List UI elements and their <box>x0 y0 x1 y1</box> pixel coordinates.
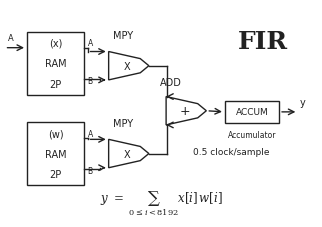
Text: X: X <box>124 62 131 71</box>
Text: 2P: 2P <box>50 80 62 90</box>
FancyBboxPatch shape <box>225 101 279 123</box>
FancyBboxPatch shape <box>27 123 84 185</box>
Text: MPY: MPY <box>113 31 133 41</box>
Polygon shape <box>109 52 149 81</box>
Text: $y\ =\ \sum_{0 \leq i < 8192} x[i]\, w[i]$: $y\ =\ \sum_{0 \leq i < 8192} x[i]\, w[i… <box>99 189 223 217</box>
Text: A: A <box>8 34 14 43</box>
Text: 2P: 2P <box>50 169 62 179</box>
Text: y: y <box>300 98 306 108</box>
Text: ADD: ADD <box>160 78 182 88</box>
Text: RAM: RAM <box>45 149 66 159</box>
Text: FIR: FIR <box>238 30 288 54</box>
Text: 0.5 clock/sample: 0.5 clock/sample <box>193 147 270 156</box>
Text: B: B <box>88 76 93 85</box>
Text: A: A <box>88 39 93 48</box>
Text: B: B <box>88 166 93 175</box>
FancyBboxPatch shape <box>27 33 84 96</box>
Text: RAM: RAM <box>45 59 66 69</box>
Text: +: + <box>179 105 190 118</box>
Text: (w): (w) <box>48 128 63 138</box>
Polygon shape <box>109 140 149 168</box>
Text: X: X <box>124 149 131 159</box>
Text: Accumulator: Accumulator <box>228 130 276 139</box>
Polygon shape <box>166 97 206 125</box>
Text: A: A <box>88 129 93 138</box>
Text: ACCUM: ACCUM <box>236 108 268 117</box>
Text: MPY: MPY <box>113 118 133 128</box>
Text: (x): (x) <box>49 39 62 49</box>
